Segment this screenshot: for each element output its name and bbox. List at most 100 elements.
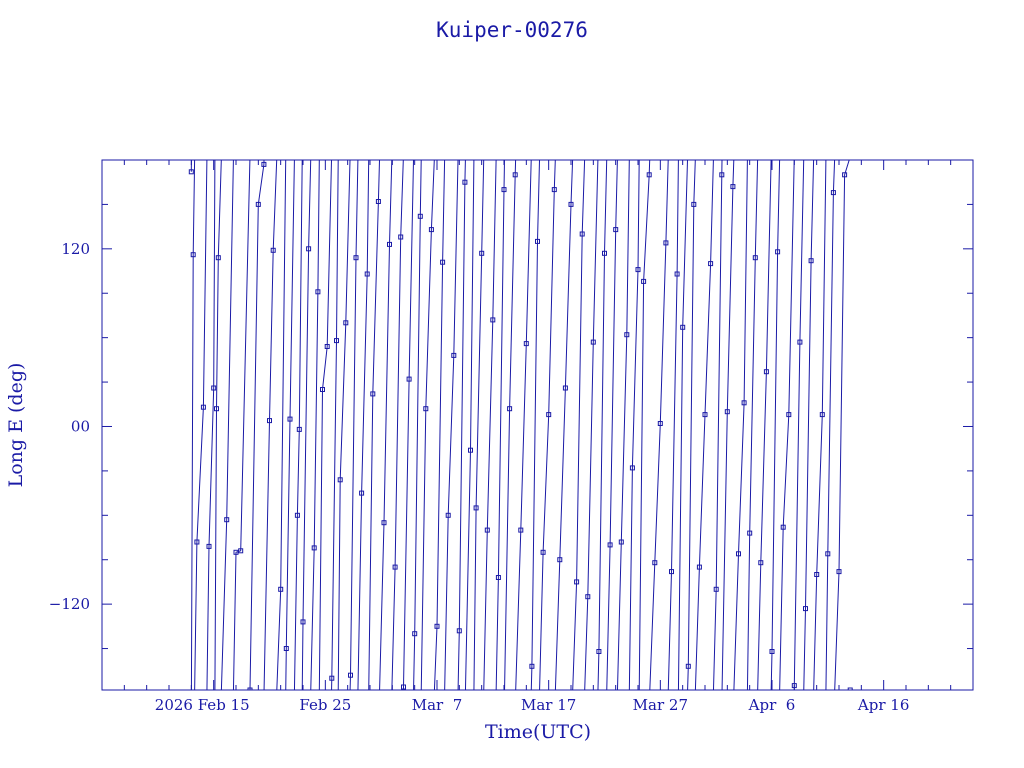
data-point	[685, 663, 691, 669]
x-tick-label: Apr 6	[748, 696, 796, 714]
data-point	[434, 623, 440, 629]
data-point	[535, 238, 540, 244]
data-point	[200, 404, 206, 410]
data-point	[300, 619, 306, 625]
data-point	[518, 527, 524, 533]
data-point	[618, 539, 624, 545]
data-point	[708, 261, 714, 267]
data-point	[375, 199, 381, 204]
data-point	[484, 527, 490, 533]
data-point	[188, 169, 194, 175]
data-point	[652, 560, 658, 566]
data-point	[624, 332, 630, 338]
data-point	[596, 649, 602, 654]
data-point	[337, 477, 343, 483]
data-point	[629, 465, 635, 471]
data-point	[255, 201, 261, 207]
data-point	[359, 490, 365, 496]
data-point	[657, 421, 663, 426]
data-point	[462, 179, 468, 185]
data-point	[825, 551, 831, 557]
data-point	[546, 412, 552, 418]
data-point	[814, 572, 820, 577]
data-point	[238, 548, 244, 554]
data-point	[803, 606, 808, 612]
data-point	[758, 560, 764, 566]
data-point	[324, 344, 330, 349]
data-point	[713, 586, 719, 592]
data-point	[417, 213, 423, 219]
x-tick-label: 2026 Feb 15	[155, 696, 250, 714]
data-point	[224, 517, 230, 523]
data-point	[842, 172, 848, 178]
series-line	[190, 160, 851, 690]
data-point	[278, 586, 284, 592]
data-point	[206, 543, 212, 549]
data-point	[507, 406, 513, 412]
x-axis-label: Time(UTC)	[485, 721, 591, 743]
x-tick-label: Mar 7	[412, 696, 463, 714]
data-point	[392, 564, 398, 570]
data-point	[752, 255, 758, 261]
data-point	[294, 512, 300, 518]
data-point	[370, 391, 376, 397]
data-point	[780, 524, 786, 530]
data-point	[315, 289, 321, 295]
data-point	[635, 267, 641, 273]
data-point	[529, 663, 535, 669]
y-tick-labels: 120 00 −120	[49, 240, 90, 613]
data-point	[674, 271, 680, 277]
data-point	[836, 569, 842, 575]
x-tick-label: Apr 16	[857, 696, 909, 714]
data-point	[398, 234, 404, 240]
data-point	[233, 549, 239, 555]
data-point	[736, 551, 741, 557]
data-point	[320, 387, 325, 392]
data-point	[747, 530, 753, 536]
data-point	[406, 376, 412, 382]
data-point	[562, 385, 568, 391]
data-point	[763, 369, 769, 375]
y-axis-label: Long E (deg)	[5, 363, 27, 488]
data-point	[719, 172, 725, 178]
data-point	[663, 240, 669, 246]
data-point	[646, 172, 652, 178]
data-point	[579, 231, 585, 237]
data-point	[775, 249, 781, 255]
x-tick-label: Mar 17	[521, 696, 576, 714]
plot-frame	[101, 159, 974, 691]
data-point	[797, 339, 803, 345]
data-point	[724, 409, 730, 415]
data-point	[440, 259, 446, 265]
data-point	[808, 258, 814, 264]
data-point	[428, 227, 434, 233]
data-point	[190, 252, 196, 258]
data-point	[445, 512, 451, 518]
data-point	[468, 447, 473, 453]
data-point	[523, 341, 529, 347]
data-point	[270, 247, 276, 253]
data-point	[501, 187, 507, 193]
data-point	[568, 201, 574, 207]
data-point	[473, 505, 479, 511]
data-point	[479, 250, 485, 256]
data-point	[602, 250, 607, 256]
data-point	[261, 161, 267, 167]
data-point	[211, 385, 217, 391]
data-point	[607, 542, 613, 548]
plot-area	[188, 160, 853, 690]
x-tick-label: Feb 25	[299, 696, 351, 714]
data-point	[334, 338, 339, 344]
data-point	[215, 255, 221, 261]
axis-ticks	[102, 159, 974, 690]
data-point	[702, 412, 708, 418]
data-point	[691, 201, 697, 207]
x-tick-labels: 2026 Feb 15 Feb 25 Mar 7 Mar 17 Mar 27 Apr 6 A…	[155, 696, 910, 714]
chart-title: Kuiper-00276	[436, 18, 588, 42]
data-point	[343, 320, 349, 326]
data-point	[512, 172, 518, 178]
data-point	[247, 687, 253, 690]
data-point	[364, 271, 370, 277]
data-point	[769, 649, 775, 654]
